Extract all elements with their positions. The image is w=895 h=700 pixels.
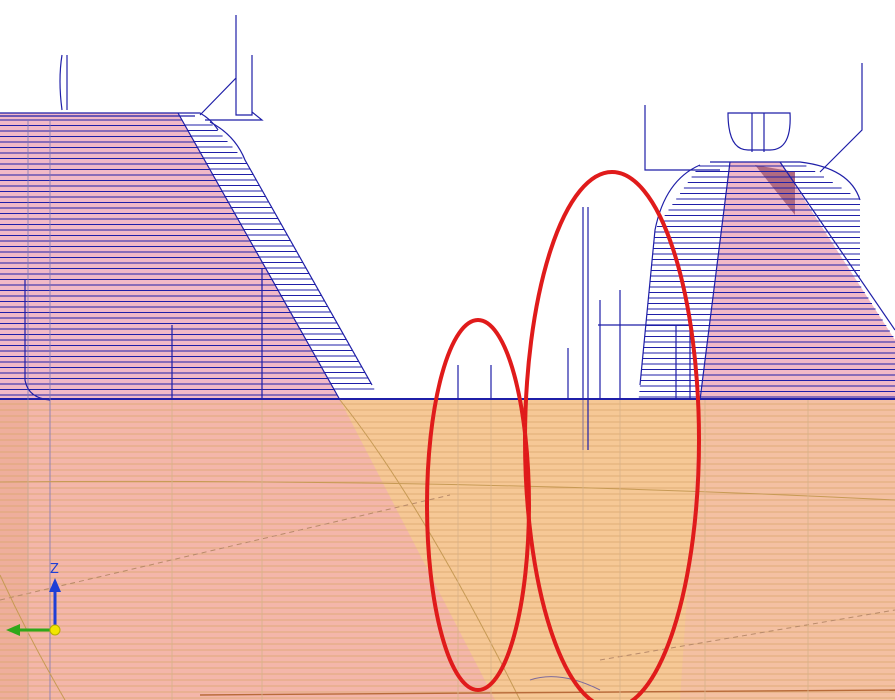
left-tool-shank bbox=[59, 54, 63, 111]
ground-arc-middle bbox=[339, 399, 521, 700]
left-holder-block bbox=[235, 55, 253, 116]
left-corner-path bbox=[24, 280, 51, 401]
right-tool-cup bbox=[727, 112, 791, 151]
ground-bottom-edge bbox=[199, 689, 895, 696]
right-inner-slope-right bbox=[779, 161, 895, 331]
right-part-dark-facet bbox=[755, 165, 795, 215]
right-top-edge bbox=[710, 161, 861, 201]
axis-origin-marker bbox=[49, 624, 61, 636]
left-part-face bbox=[0, 113, 340, 400]
middle-plunge-lines-c bbox=[567, 290, 621, 400]
left-inner-slope-edge bbox=[177, 112, 341, 401]
middle-plunge-lines-a bbox=[457, 365, 492, 400]
part-surfaces bbox=[0, 113, 895, 400]
right-inner-slope-left bbox=[699, 161, 731, 401]
right-tool-cup-lines bbox=[751, 113, 765, 152]
left-edge-shade bbox=[0, 400, 28, 700]
right-part-face bbox=[700, 162, 895, 400]
ground-vertical-grid bbox=[27, 400, 809, 700]
ground-dashed-line-2 bbox=[599, 609, 895, 661]
left-outer-slope-edge bbox=[209, 121, 373, 386]
z-axis-label: Z bbox=[50, 562, 59, 577]
z-axis-arrow-head bbox=[49, 578, 61, 592]
right-outer-slope bbox=[639, 164, 701, 386]
ground-construction-lines bbox=[0, 399, 895, 700]
highlight-ellipse-right bbox=[523, 170, 701, 700]
right-short-verticals bbox=[675, 325, 691, 400]
part-wall-left-lower bbox=[0, 400, 495, 700]
part-wall-right-lower bbox=[680, 400, 895, 700]
left-slope-toolpath-passes bbox=[184, 124, 375, 390]
stock-hatch-lines bbox=[0, 403, 895, 699]
ground-curve-1 bbox=[0, 480, 895, 501]
ground-small-toolpath bbox=[529, 676, 601, 691]
right-holder-left bbox=[644, 105, 720, 171]
left-holder-arm bbox=[199, 15, 237, 116]
highlight-annotations bbox=[425, 170, 701, 700]
x-axis-arrow-head bbox=[6, 624, 20, 636]
ground-dashed-curve bbox=[0, 494, 451, 601]
left-holder-base bbox=[205, 111, 264, 121]
right-holder-arm bbox=[819, 63, 863, 173]
axis-triad: Z bbox=[6, 562, 61, 636]
ground-arc-left bbox=[0, 574, 66, 700]
